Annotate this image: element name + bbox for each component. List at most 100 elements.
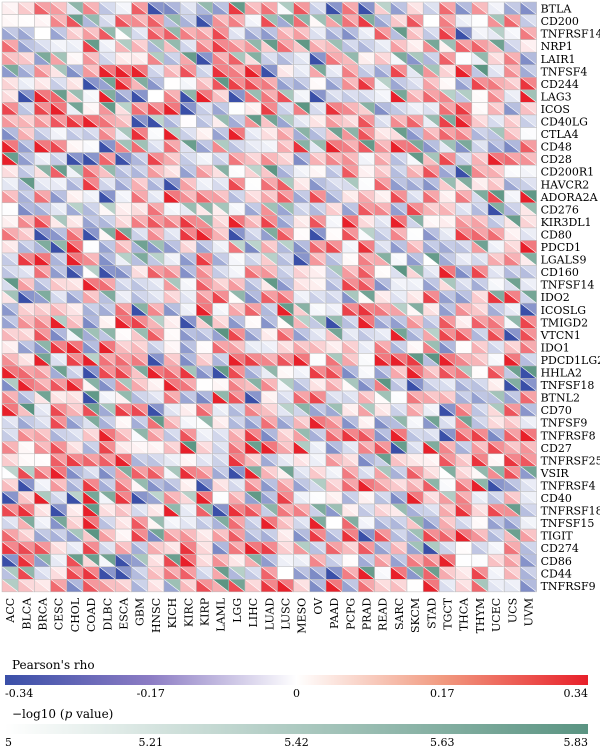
heatmap-cell xyxy=(196,1,213,15)
heatmap-cell xyxy=(422,64,440,78)
cell-diagonal xyxy=(163,14,181,28)
heatmap-cell xyxy=(131,277,149,291)
heatmap-cell xyxy=(260,365,278,379)
heatmap-cell xyxy=(309,227,327,241)
cell-diagonal xyxy=(455,190,472,204)
heatmap-cell xyxy=(520,1,537,15)
heatmap-cell xyxy=(309,315,327,329)
cell-diagonal xyxy=(439,102,456,116)
heatmap-cell xyxy=(471,102,489,116)
heatmap-cell xyxy=(406,353,424,367)
heatmap-cell xyxy=(115,89,132,103)
cell-diagonal xyxy=(115,177,132,191)
cell-diagonal xyxy=(131,26,148,40)
heatmap-cell xyxy=(147,1,165,15)
heatmap-cell xyxy=(98,51,116,66)
cell-diagonal xyxy=(455,152,472,166)
heatmap-cell xyxy=(309,77,327,91)
heatmap-cell xyxy=(228,340,246,354)
heatmap-cell xyxy=(196,177,213,191)
heatmap-cell xyxy=(277,315,294,329)
heatmap-cell xyxy=(325,152,343,166)
cell-diagonal xyxy=(115,190,132,204)
heatmap-cell xyxy=(17,290,35,304)
heatmap-cell xyxy=(277,164,294,178)
cell-diagonal xyxy=(455,1,472,15)
cell-diagonal xyxy=(34,64,51,78)
heatmap-cell xyxy=(374,227,392,241)
cell-diagonal xyxy=(358,114,375,128)
heatmap-cell xyxy=(277,190,294,204)
heatmap-cell xyxy=(487,64,505,78)
cell-diagonal xyxy=(439,39,456,53)
cell-diagonal xyxy=(471,26,489,40)
cell-diagonal xyxy=(277,26,294,40)
heatmap-cell xyxy=(1,365,19,379)
cell-diagonal xyxy=(325,64,343,78)
heatmap-cell xyxy=(309,164,327,178)
heatmap-cell xyxy=(455,152,473,166)
cell-diagonal xyxy=(423,51,440,65)
cell-diagonal xyxy=(99,39,116,53)
heatmap-cell xyxy=(406,215,424,229)
cell-diagonal xyxy=(212,102,229,116)
heatmap-cell xyxy=(115,227,132,241)
heatmap-cell xyxy=(163,177,181,191)
heatmap-cell xyxy=(260,39,278,53)
heatmap-cell xyxy=(17,353,35,367)
cell-diagonal xyxy=(471,177,489,191)
heatmap-cell xyxy=(34,215,51,229)
heatmap-cell xyxy=(82,227,100,241)
cell-diagonal xyxy=(244,77,262,91)
heatmap-cell xyxy=(179,39,197,53)
heatmap-cell xyxy=(34,1,51,15)
heatmap-cell xyxy=(98,39,116,53)
cell-diagonal xyxy=(212,164,229,178)
heatmap-cell xyxy=(293,328,311,342)
heatmap-cell xyxy=(244,302,262,317)
cell-diagonal xyxy=(423,152,440,166)
heatmap-cell xyxy=(325,1,343,15)
heatmap-cell xyxy=(422,215,440,229)
heatmap-cell xyxy=(212,152,230,166)
heatmap-cell xyxy=(66,240,84,254)
heatmap-cell xyxy=(244,265,262,279)
cell-diagonal xyxy=(293,39,310,53)
heatmap-cell xyxy=(17,265,35,279)
heatmap-cell xyxy=(390,227,408,241)
cell-diagonal xyxy=(228,114,246,128)
cell-diagonal xyxy=(163,89,181,103)
cell-diagonal xyxy=(163,139,181,153)
heatmap-cell xyxy=(390,215,408,229)
cell-diagonal xyxy=(196,77,213,91)
heatmap-cell xyxy=(228,64,246,78)
heatmap-cell xyxy=(1,265,19,279)
heatmap-cell xyxy=(358,202,375,216)
heatmap-cell xyxy=(147,64,165,78)
cell-diagonal xyxy=(82,139,100,153)
cell-diagonal xyxy=(163,77,181,91)
heatmap-cell xyxy=(358,227,375,241)
heatmap-cell xyxy=(358,51,375,66)
cell-diagonal xyxy=(99,114,116,128)
cell-diagonal xyxy=(99,152,116,166)
cell-diagonal xyxy=(244,89,262,103)
heatmap-cell xyxy=(503,202,521,216)
heatmap-cell xyxy=(260,353,278,367)
heatmap-cell xyxy=(487,39,505,53)
heatmap-cell xyxy=(341,302,359,317)
heatmap-cell xyxy=(422,202,440,216)
cell-diagonal xyxy=(180,152,197,166)
cell-diagonal xyxy=(439,89,456,103)
heatmap-cell xyxy=(325,139,343,153)
heatmap-cell xyxy=(439,315,456,329)
cell-diagonal xyxy=(471,202,489,216)
heatmap-cell xyxy=(455,177,473,191)
cell-diagonal xyxy=(261,164,278,178)
cell-diagonal xyxy=(487,114,505,128)
cell-diagonal xyxy=(406,14,424,28)
cell-diagonal xyxy=(374,164,391,178)
cell-diagonal xyxy=(66,102,84,116)
heatmap-cell xyxy=(390,277,408,291)
cell-diagonal xyxy=(504,164,521,178)
